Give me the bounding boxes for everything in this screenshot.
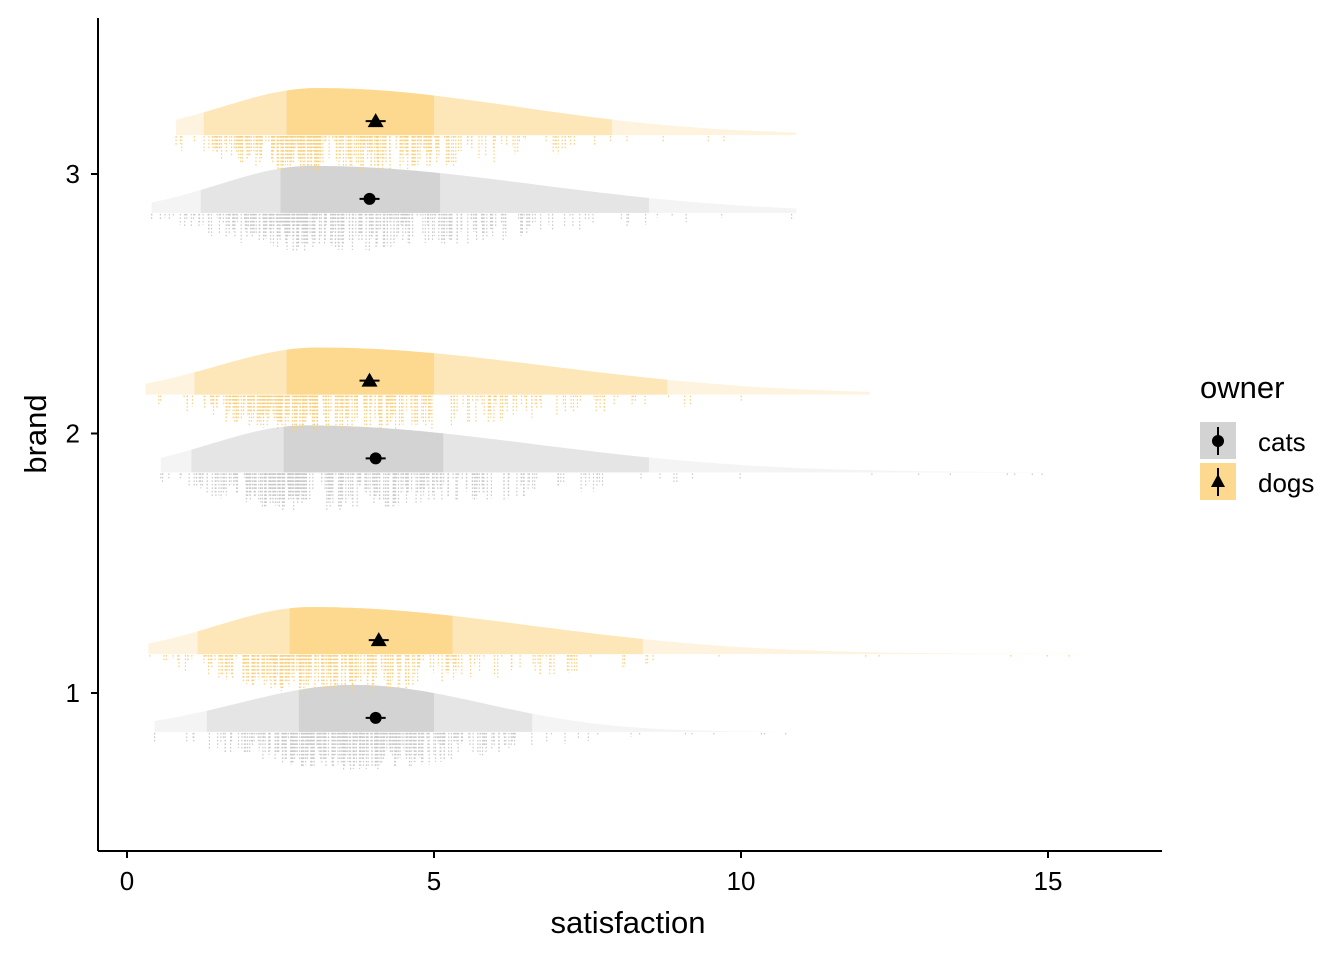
mean-marker-brand2-cats [365, 452, 386, 465]
y-tick-label: 1 [66, 678, 80, 708]
mean-markers [359, 113, 389, 724]
cloud-50pct-interval [298, 684, 434, 732]
cloud-brand2-dogs [145, 347, 870, 395]
rain-brand1-dogs [149, 655, 1070, 694]
rain-brand3-cats [151, 213, 793, 251]
mean-point-triangle [370, 632, 387, 647]
rain-brand2-dogs [158, 395, 742, 433]
density-clouds [145, 88, 1116, 732]
legend-label-cats: cats [1258, 427, 1306, 457]
legend-item-cats: cats [1200, 422, 1306, 459]
rain-brand3-dogs [175, 136, 725, 174]
x-tick-label: 15 [1034, 866, 1063, 896]
cloud-brand3-dogs [176, 88, 797, 136]
x-axis-ticks: 0 5 10 15 [120, 851, 1063, 896]
mean-marker-brand3-cats [359, 192, 380, 205]
mean-point-triangle [361, 372, 378, 387]
y-tick-label: 3 [66, 159, 80, 189]
rain-brand2-cats [160, 473, 1043, 512]
x-tick-label: 5 [427, 866, 441, 896]
x-tick-label: 10 [727, 866, 756, 896]
legend-label-dogs: dogs [1258, 468, 1314, 498]
cloud-brand1-dogs [148, 607, 1116, 655]
y-tick-label: 2 [66, 419, 80, 449]
cloud-50pct-interval [286, 88, 434, 136]
mean-point-circle [363, 192, 376, 205]
legend-item-dogs: dogs [1200, 463, 1314, 500]
mean-point-circle [369, 452, 382, 465]
cloud-brand2-cats [160, 425, 1055, 473]
mean-point-circle [369, 711, 382, 724]
legend-title: owner [1200, 370, 1284, 405]
mean-point-triangle [367, 113, 384, 128]
mean-marker-brand1-cats [365, 711, 386, 724]
legend-marker-cats [1212, 435, 1224, 447]
cloud-brand1-cats [154, 684, 828, 732]
legend: owner cats dogs [1200, 370, 1314, 500]
y-axis-ticks: 1 2 3 [66, 159, 98, 708]
mean-marker-brand3-dogs [365, 113, 386, 128]
legend-marker-dogs [1211, 474, 1225, 487]
y-axis-title: brand [18, 394, 53, 473]
mean-marker-brand1-dogs [368, 632, 389, 647]
cloud-50pct-interval [280, 165, 441, 213]
cloud-brand3-cats [151, 165, 797, 213]
data-point-rain [149, 136, 1070, 770]
mean-marker-brand2-dogs [359, 372, 380, 387]
cloud-50pct-interval [286, 347, 434, 395]
x-tick-label: 0 [120, 866, 134, 896]
cloud-50pct-interval [289, 607, 453, 655]
cloud-50pct-interval [283, 425, 444, 473]
x-axis-title: satisfaction [550, 905, 705, 940]
rain-brand1-cats [154, 732, 787, 770]
